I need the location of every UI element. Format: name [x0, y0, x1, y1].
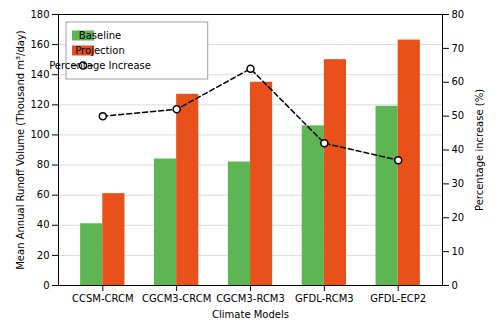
svg-text:0: 0	[43, 280, 49, 291]
svg-text:40: 40	[37, 219, 50, 230]
svg-text:160: 160	[30, 39, 49, 50]
svg-text:Percentage increase (%): Percentage increase (%)	[474, 89, 485, 211]
svg-text:30: 30	[452, 178, 465, 189]
svg-text:10: 10	[452, 246, 465, 257]
svg-text:80: 80	[37, 159, 50, 170]
svg-text:GFDL-ECP2: GFDL-ECP2	[370, 293, 426, 304]
svg-text:Baseline: Baseline	[79, 30, 121, 41]
svg-text:Percentage Increase: Percentage Increase	[49, 60, 151, 71]
svg-text:40: 40	[452, 144, 465, 155]
svg-text:120: 120	[30, 99, 49, 110]
svg-text:0: 0	[452, 280, 458, 291]
svg-text:GFDL-RCM3: GFDL-RCM3	[295, 293, 354, 304]
svg-text:Climate Models: Climate Models	[212, 309, 289, 320]
svg-text:100: 100	[30, 129, 49, 140]
svg-text:20: 20	[37, 250, 50, 261]
svg-text:80: 80	[452, 9, 465, 20]
svg-text:60: 60	[452, 76, 465, 87]
svg-text:CCSM-CRCM: CCSM-CRCM	[72, 293, 134, 304]
svg-text:70: 70	[452, 43, 465, 54]
svg-text:20: 20	[452, 212, 465, 223]
svg-text:Projection: Projection	[75, 45, 124, 56]
svg-text:180: 180	[30, 9, 49, 20]
svg-text:CGCM3-CRCM: CGCM3-CRCM	[142, 293, 211, 304]
svg-text:60: 60	[37, 189, 50, 200]
svg-text:CGCM3-RCM3: CGCM3-RCM3	[216, 293, 285, 304]
svg-text:50: 50	[452, 110, 465, 121]
svg-text:Mean Annual Runoff Volume (Tho: Mean Annual Runoff Volume (Thousand m³/d…	[15, 30, 26, 270]
svg-text:140: 140	[30, 69, 49, 80]
